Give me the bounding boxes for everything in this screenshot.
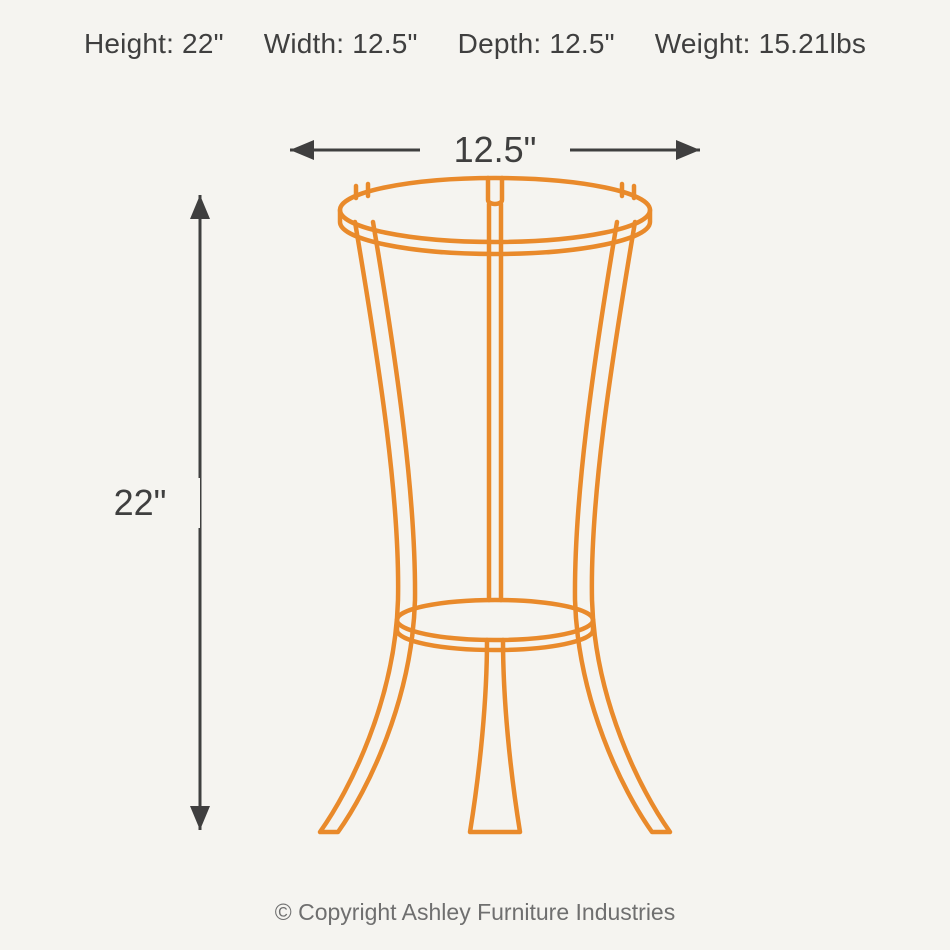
table-drawing — [320, 178, 670, 832]
copyright-notice: © Copyright Ashley Furniture Industries — [0, 899, 950, 926]
height-dimension: 22" — [90, 195, 210, 830]
width-callout: 12.5" — [454, 129, 537, 170]
dimension-diagram: 12.5" 22" — [0, 0, 950, 950]
height-callout: 22" — [114, 482, 167, 523]
width-dimension: 12.5" — [290, 129, 700, 170]
